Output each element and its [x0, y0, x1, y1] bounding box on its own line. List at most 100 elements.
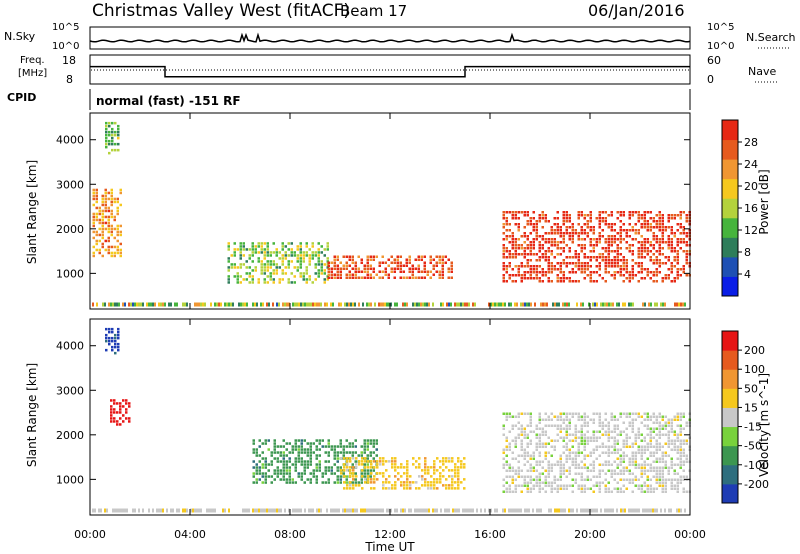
velocity-cell [508, 445, 511, 448]
power-cell [652, 271, 655, 274]
power-cell [547, 238, 550, 241]
velocity-cell [649, 418, 652, 421]
velocity-cell [607, 460, 610, 463]
velocity-cell [619, 415, 622, 418]
velocity-cell [550, 466, 553, 469]
power-cell [538, 217, 541, 220]
velocity-cell [409, 475, 412, 478]
velocity-cell [580, 427, 583, 430]
power-cell [652, 259, 655, 262]
power-cell [541, 217, 544, 220]
power-cell [580, 226, 583, 229]
velocity-cell [634, 466, 637, 469]
velocity-cell [391, 466, 394, 469]
velocity-cell [297, 451, 300, 454]
velocity-cell [300, 439, 303, 442]
power-cell [327, 276, 330, 279]
power-cell [339, 267, 342, 270]
freq-label-line2: [MHz] [18, 68, 47, 79]
power-cell [631, 274, 634, 277]
power-cell [514, 211, 517, 214]
velocity-cell [457, 475, 460, 478]
velocity-cell [592, 508, 594, 513]
power-cell [323, 254, 326, 257]
velocity-cell [529, 412, 532, 415]
power-cell [290, 248, 293, 251]
velocity-cell [661, 490, 664, 493]
velocity-cell [583, 442, 586, 445]
velocity-cell [655, 427, 658, 430]
velocity-cell [309, 445, 312, 448]
power-cell [336, 264, 339, 267]
power-cell [113, 227, 116, 231]
velocity-cell [267, 469, 270, 472]
power-cell [511, 253, 514, 256]
velocity-cell [262, 508, 264, 513]
velocity-cell [388, 508, 390, 513]
power-cell [216, 302, 218, 307]
velocity-cell [336, 460, 339, 463]
velocity-cell [352, 466, 355, 469]
velocity-cell [252, 442, 255, 445]
velocity-cell [541, 481, 544, 484]
velocity-cell [667, 445, 670, 448]
power-cell [619, 238, 622, 241]
velocity-cell [445, 487, 448, 490]
velocity-cell [550, 484, 553, 487]
velocity-cell [583, 484, 586, 487]
velocity-cell [343, 469, 346, 472]
power-cell [242, 278, 245, 281]
velocity-cell [454, 487, 457, 490]
velocity-cell [118, 508, 120, 513]
power-cell [330, 276, 333, 279]
velocity-colorbar-tick-label: -200 [744, 478, 769, 491]
velocity-cell [464, 508, 466, 513]
velocity-cell [436, 469, 439, 472]
velocity-cell [667, 424, 670, 427]
power-cell [242, 254, 245, 257]
velocity-cell [613, 472, 616, 475]
velocity-cell [372, 469, 375, 472]
power-cell [251, 254, 254, 257]
velocity-cell [517, 412, 520, 415]
velocity-cell [574, 478, 577, 481]
range-tick-label: 4000 [56, 340, 84, 353]
power-cell [640, 268, 643, 271]
power-cell [260, 260, 263, 263]
velocity-cell [318, 463, 321, 466]
velocity-cell [382, 472, 385, 475]
power-cell [670, 241, 673, 244]
velocity-cell [538, 472, 541, 475]
velocity-cell [176, 508, 178, 513]
power-cell [254, 245, 257, 248]
power-cell [571, 280, 574, 283]
power-cell [327, 270, 330, 273]
velocity-cell [544, 424, 547, 427]
velocity-cell [580, 478, 583, 481]
velocity-cell [502, 412, 505, 415]
velocity-cell [640, 433, 643, 436]
velocity-cell [349, 457, 352, 460]
velocity-cell [538, 451, 541, 454]
power-cell [577, 280, 580, 283]
power-cell [667, 277, 670, 280]
power-cell [381, 270, 384, 273]
velocity-cell [670, 460, 673, 463]
velocity-cell [338, 508, 340, 513]
velocity-cell [586, 508, 588, 513]
velocity-cell [583, 448, 586, 451]
velocity-cell [643, 451, 646, 454]
velocity-cell [376, 472, 379, 475]
velocity-cell [119, 411, 122, 414]
velocity-cell [502, 490, 505, 493]
velocity-cell [340, 469, 343, 472]
power-cell [466, 302, 468, 307]
velocity-cell [282, 469, 285, 472]
velocity-cell [397, 478, 400, 481]
power-cell [556, 302, 558, 307]
velocity-cell [336, 481, 339, 484]
velocity-cell [613, 439, 616, 442]
velocity-cell [315, 463, 318, 466]
velocity-cell [463, 478, 466, 481]
nsky-panel [89, 26, 691, 50]
